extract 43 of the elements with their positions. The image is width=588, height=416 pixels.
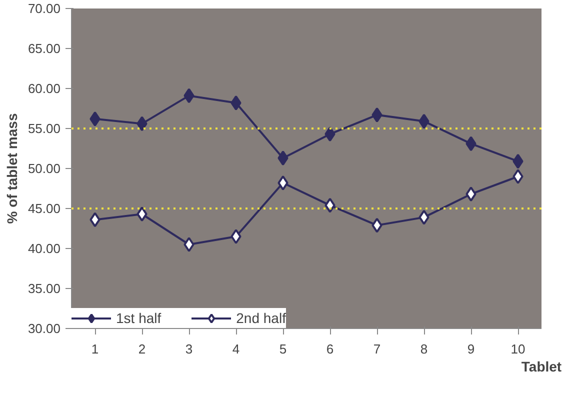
point bbox=[512, 154, 524, 169]
point bbox=[90, 212, 100, 228]
y-tick-label: 70.00 bbox=[28, 1, 61, 16]
point bbox=[230, 95, 242, 110]
x-axis-title: Tablet bbox=[521, 358, 562, 374]
y-tick-label: 50.00 bbox=[28, 161, 61, 176]
x-tick-label: 8 bbox=[420, 342, 428, 356]
legend-label: 1st half bbox=[116, 310, 162, 326]
point bbox=[278, 175, 288, 190]
x-tick-label: 3 bbox=[185, 342, 193, 356]
y-tick-label: 60.00 bbox=[28, 81, 61, 96]
point bbox=[184, 88, 194, 104]
y-tick-label: 65.00 bbox=[28, 41, 61, 56]
point bbox=[372, 218, 382, 233]
y-tick-label: 35.00 bbox=[28, 281, 61, 296]
x-tick-label: 1 bbox=[91, 342, 99, 356]
point bbox=[466, 186, 476, 202]
point bbox=[184, 237, 194, 252]
point bbox=[230, 229, 242, 244]
y-tick-label: 45.00 bbox=[28, 201, 61, 216]
point bbox=[324, 198, 336, 213]
x-tick-label: 10 bbox=[510, 342, 526, 356]
x-tick-label: 6 bbox=[326, 342, 334, 356]
y-tick-label: 30.00 bbox=[28, 321, 61, 336]
x-tick-label: 2 bbox=[138, 342, 146, 356]
point bbox=[372, 107, 382, 122]
point bbox=[466, 136, 476, 152]
point bbox=[90, 111, 100, 126]
point bbox=[278, 150, 288, 166]
y-tick-label: 40.00 bbox=[28, 241, 61, 256]
point bbox=[418, 114, 430, 129]
x-tick-label: 9 bbox=[467, 342, 475, 356]
point bbox=[136, 116, 148, 132]
point bbox=[136, 206, 148, 222]
y-axis-title: % of tablet mass bbox=[4, 113, 20, 224]
point bbox=[324, 126, 336, 142]
y-tick-label: 55.00 bbox=[28, 121, 61, 136]
point bbox=[418, 210, 430, 225]
point bbox=[512, 169, 524, 184]
x-tick-label: 4 bbox=[232, 342, 240, 356]
x-tick-label: 7 bbox=[373, 342, 381, 356]
x-tick-label: 5 bbox=[279, 342, 287, 356]
legend-label: 2nd half bbox=[236, 310, 286, 326]
